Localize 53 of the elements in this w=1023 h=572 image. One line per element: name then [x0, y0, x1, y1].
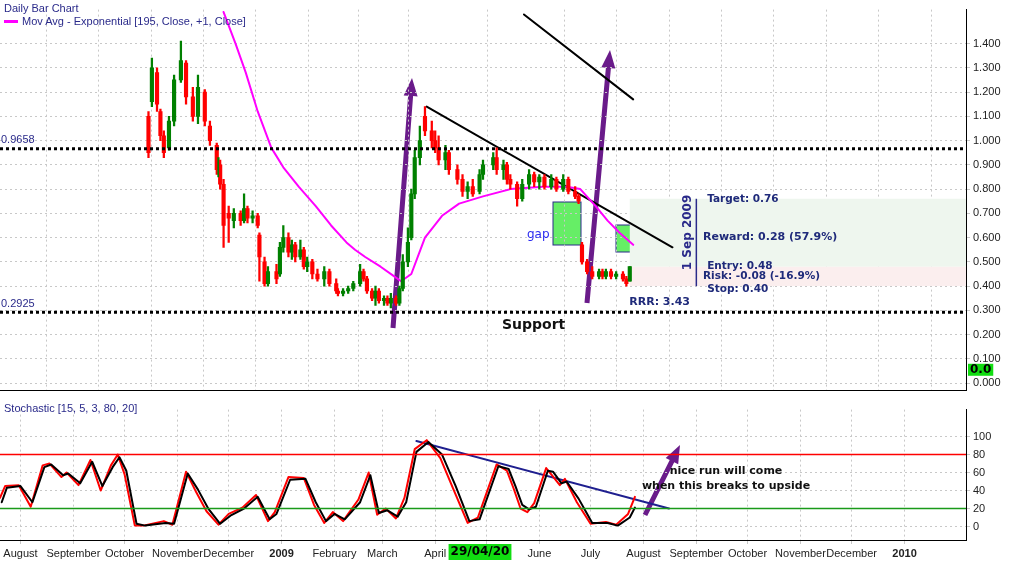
annotation: Reward: 0.28 (57.9%): [703, 229, 838, 243]
annotation: Target: 0.76: [707, 191, 779, 204]
y-tick-label: 0.000: [973, 376, 1001, 389]
y-tick-label: 80: [973, 447, 986, 460]
y-tick-label: 1.200: [973, 85, 1001, 98]
y-tick-label: 0.600: [973, 230, 1001, 243]
x-tick-label: December: [826, 546, 878, 559]
y-tick-label: 1.100: [973, 109, 1001, 122]
y-tick-label: 0: [973, 519, 980, 532]
candlestick: [627, 266, 632, 282]
x-tick-label: 2010: [892, 546, 917, 559]
annotation: 0.0: [970, 361, 992, 376]
x-tick-label: November: [152, 546, 204, 559]
x-tick-label: 2009: [269, 546, 294, 559]
annotation: Stop: 0.40: [707, 282, 769, 295]
x-tick-label: November: [775, 546, 827, 559]
y-tick-label: 0.200: [973, 327, 1001, 340]
y-tick-label: 0.900: [973, 157, 1001, 170]
ref-line-label: 0.2925: [1, 296, 35, 309]
annotation: nice run will come: [669, 463, 783, 477]
x-tick-label: April: [424, 546, 447, 559]
ref-line-label: 0.9658: [1, 133, 35, 146]
x-tick-label: September: [46, 546, 101, 559]
x-tick-label: October: [105, 546, 145, 559]
y-tick-label: 0.300: [973, 303, 1001, 316]
chart-title: Stochastic [15, 5, 3, 80, 20]: [4, 402, 138, 414]
y-tick-label: 0.800: [973, 182, 1001, 195]
x-tick-label: June: [527, 546, 552, 559]
y-tick-label: 40: [973, 483, 986, 496]
x-tick-label: February: [312, 546, 358, 559]
x-tick-label: October: [727, 546, 768, 559]
text: 29/04/20: [450, 544, 510, 559]
x-tick-label: December: [203, 546, 255, 559]
y-tick-label: 20: [973, 501, 986, 514]
y-tick-label: 60: [973, 465, 986, 478]
y-tick-label: 1.400: [973, 36, 1001, 49]
annotation: RRR: 3.43: [629, 294, 690, 308]
x-tick-label: August: [3, 546, 38, 559]
y-tick-label: 100: [973, 429, 992, 442]
y-tick-label: 1.000: [973, 133, 1001, 146]
x-tick-label: March: [367, 546, 398, 559]
annotation: Support: [502, 315, 566, 332]
y-tick-label: 0.500: [973, 254, 1001, 267]
chart-title: Daily Bar Chart: [4, 2, 79, 14]
annotation: gap: [527, 227, 550, 242]
x-tick-label: August: [626, 546, 661, 559]
y-tick-label: 0.400: [973, 279, 1001, 292]
ref-line-label: 1 Sep 2009: [680, 194, 695, 271]
y-tick-label: 0.700: [973, 206, 1001, 219]
x-tick-label: September: [669, 546, 724, 559]
x-tick-label: July: [580, 546, 601, 559]
y-tick-label: 1.300: [973, 60, 1001, 73]
y-tick-label: 0.100: [973, 351, 1001, 364]
